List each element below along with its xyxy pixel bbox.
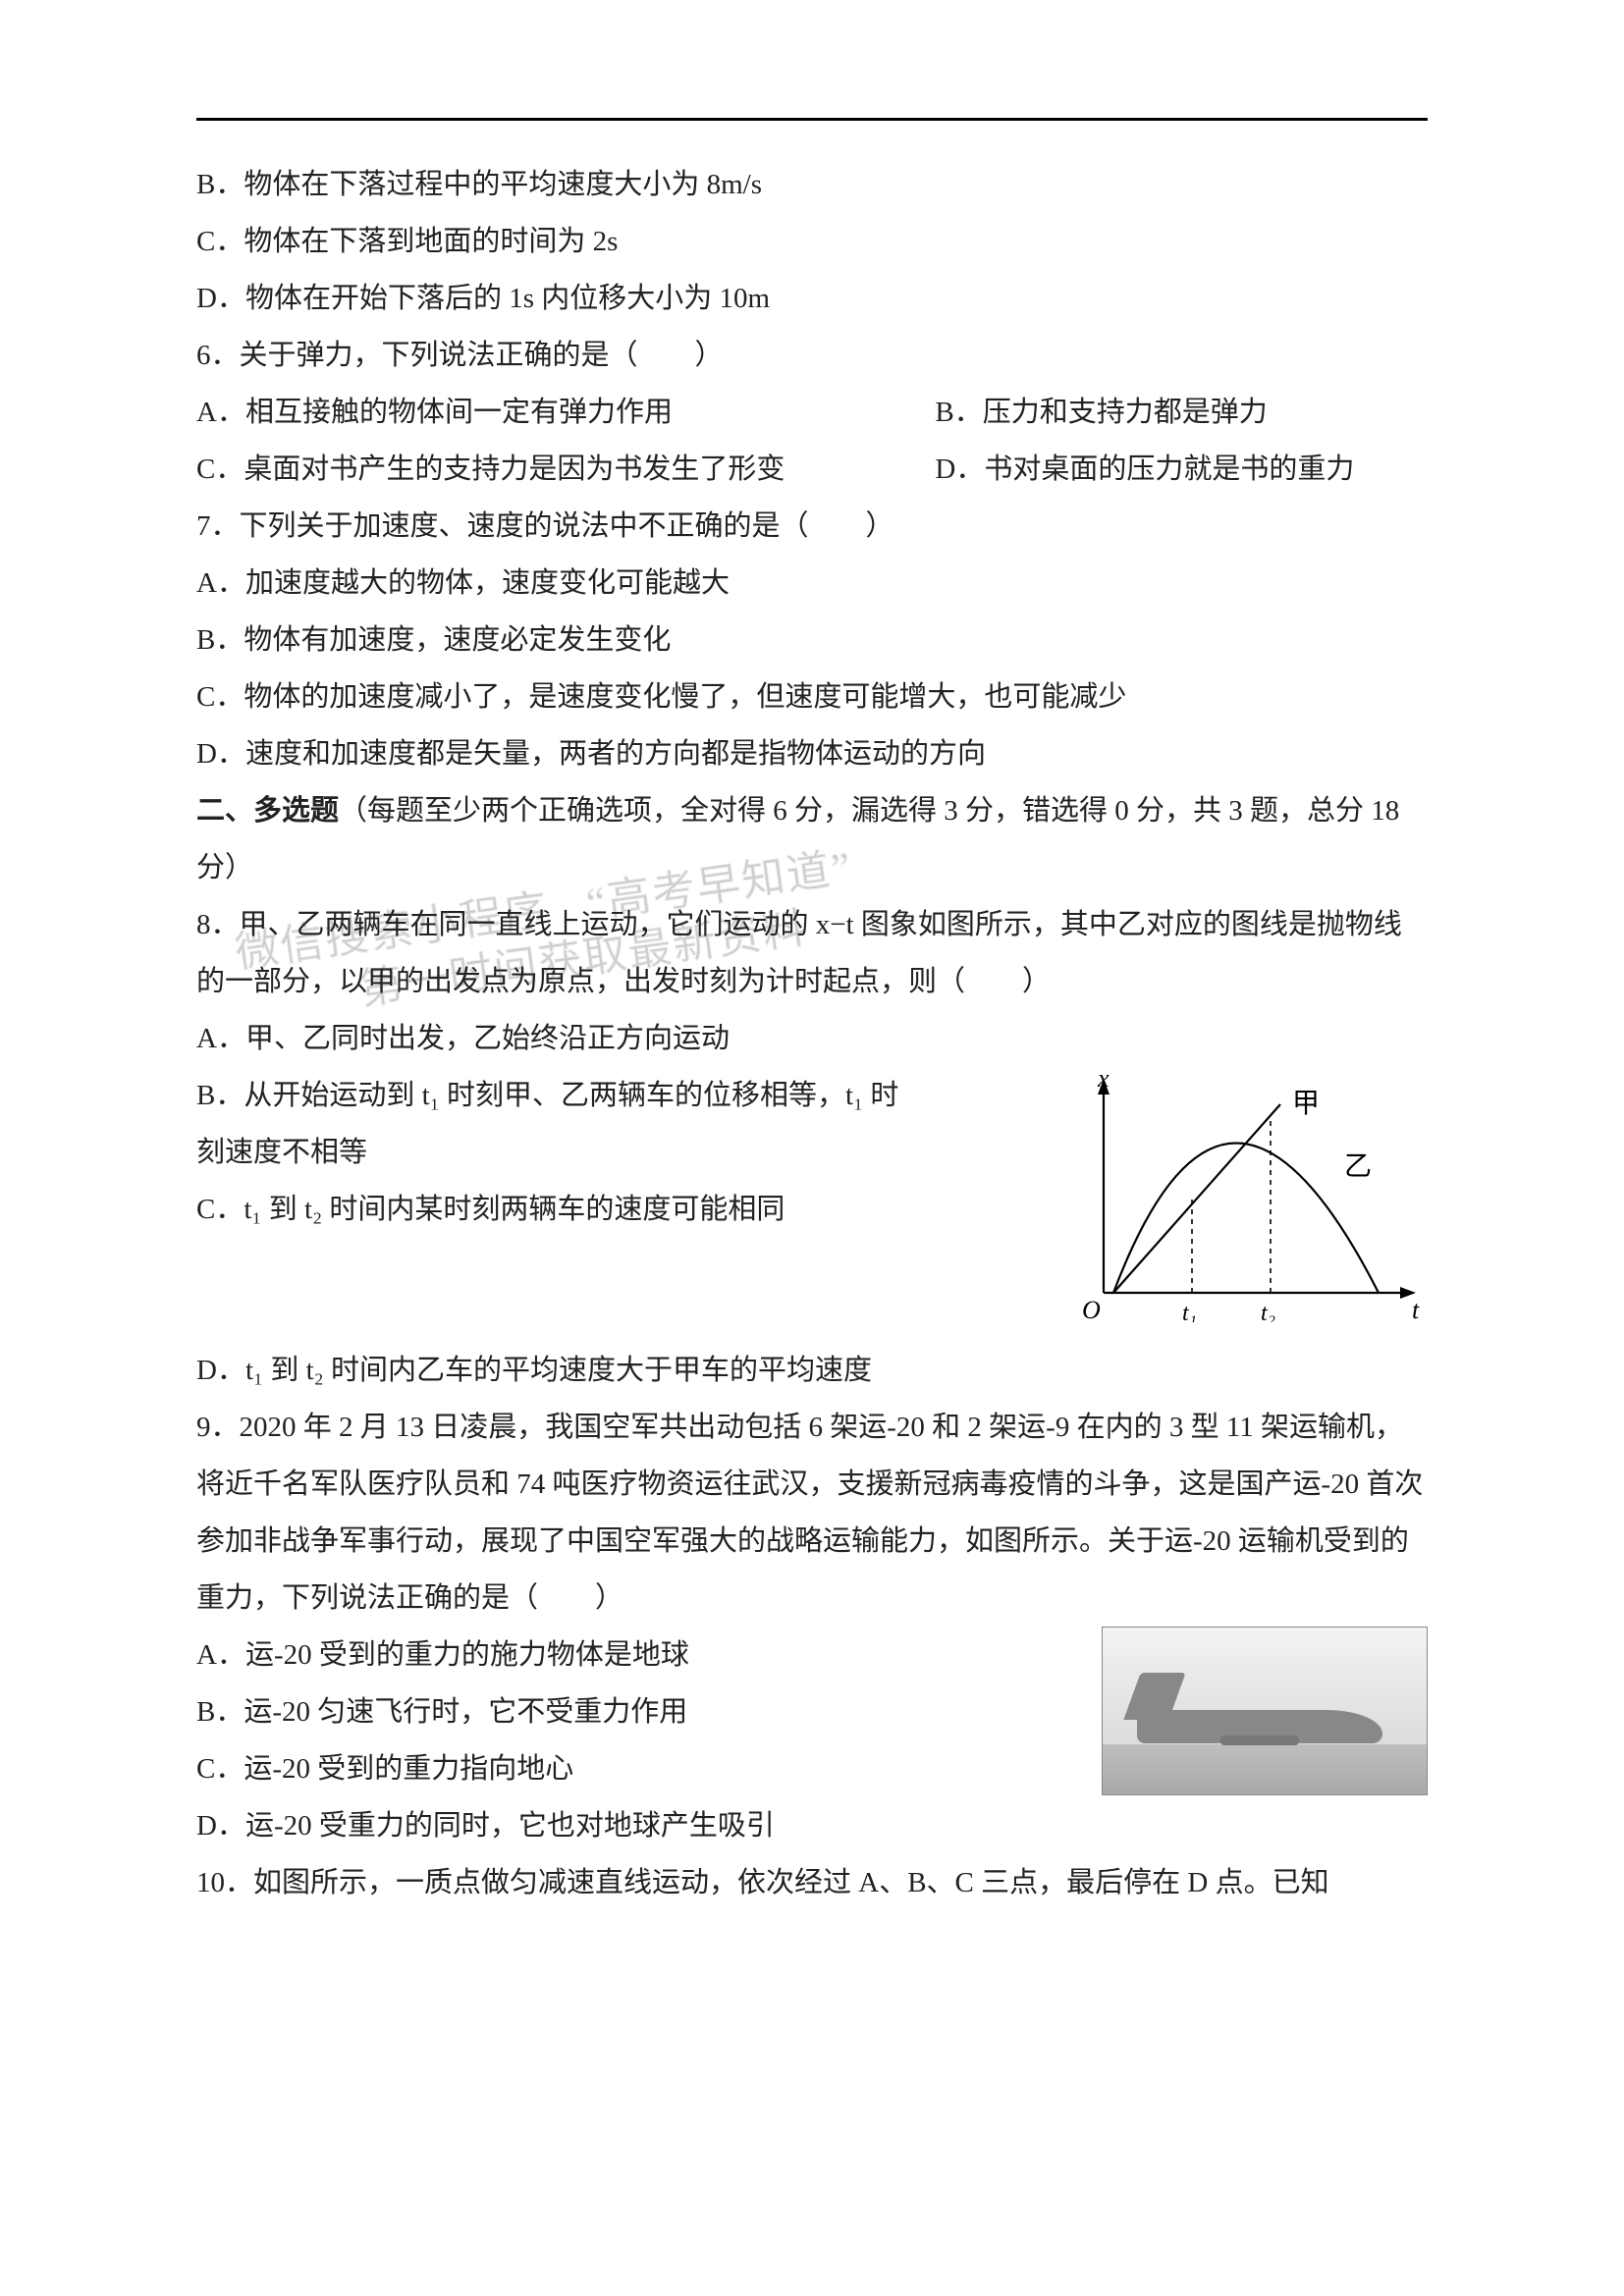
- q8-body-with-figure: B．从开始运动到 t₁ 时刻甲、乙两辆车的位移相等，t₁ 时 刻速度不相等 C．…: [196, 1067, 1428, 1342]
- q9-d: D．运-20 受重力的同时，它也对地球产生吸引: [196, 1797, 1428, 1854]
- q7-a: A．加速度越大的物体，速度变化可能越大: [196, 555, 1428, 612]
- q8-stem: 8．甲、乙两辆车在同一直线上运动，它们运动的 x−t 图象如图所示，其中乙对应的…: [196, 896, 1428, 1010]
- q8-a: A．甲、乙同时出发，乙始终沿正方向运动: [196, 1010, 1428, 1067]
- xt-chart: Ox t t₁ t₂ 甲乙: [1055, 1067, 1428, 1322]
- plane-wing: [1220, 1735, 1299, 1745]
- svg-text:t: t: [1412, 1296, 1420, 1322]
- sec2-rest: （每题至少两个正确选项，全对得 6 分，漏选得 3 分，错选得 0 分，共 3 …: [196, 795, 1399, 883]
- top-rule: [196, 118, 1428, 121]
- q6-stem: 6．关于弹力，下列说法正确的是（ ）: [196, 327, 1428, 384]
- q6-d: D．书对桌面的压力就是书的重力: [935, 441, 1428, 498]
- q8-d: D．t₁ 到 t₂ 时间内乙车的平均速度大于甲车的平均速度: [196, 1342, 1428, 1399]
- sec2-title: 多选题: [253, 795, 339, 827]
- q7-c: C．物体的加速度减小了，是速度变化慢了，但速度可能增大，也可能减少: [196, 668, 1428, 725]
- q7-d: D．速度和加速度都是矢量，两者的方向都是指物体运动的方向: [196, 725, 1428, 782]
- sec2-lead: 二、: [196, 795, 253, 827]
- content: B．物体在下落过程中的平均速度大小为 8m/s C．物体在下落到地面的时间为 2…: [196, 118, 1428, 1911]
- page: 微信搜索小程序 “高考早知道” 第一时间获取最新资料 B．物体在下落过程中的平均…: [0, 0, 1624, 2296]
- opt-5b: B．物体在下落过程中的平均速度大小为 8m/s: [196, 156, 1428, 213]
- q7-b: B．物体有加速度，速度必定发生变化: [196, 612, 1428, 668]
- q8-c: C．t₁ 到 t₂ 时间内某时刻两辆车的速度可能相同: [196, 1181, 1035, 1238]
- opt-5c: C．物体在下落到地面的时间为 2s: [196, 213, 1428, 270]
- q10-stem: 10．如图所示，一质点做匀减速直线运动，依次经过 A、B、C 三点，最后停在 D…: [196, 1854, 1428, 1911]
- q9-stem: 9．2020 年 2 月 13 日凌晨，我国空军共出动包括 6 架运-20 和 …: [196, 1399, 1428, 1627]
- q9-body-with-figure: A．运-20 受到的重力的施力物体是地球 B．运-20 匀速飞行时，它不受重力作…: [196, 1627, 1428, 1797]
- q9-b: B．运-20 匀速飞行时，它不受重力作用: [196, 1683, 1082, 1740]
- q6-b: B．压力和支持力都是弹力: [935, 384, 1428, 441]
- svg-text:t₁: t₁: [1182, 1301, 1197, 1322]
- q6-row-ab: A．相互接触的物体间一定有弹力作用 B．压力和支持力都是弹力: [196, 384, 1428, 441]
- q9-a: A．运-20 受到的重力的施力物体是地球: [196, 1627, 1082, 1683]
- svg-text:乙: 乙: [1344, 1151, 1372, 1182]
- q6-c: C．桌面对书产生的支持力是因为书发生了形变: [196, 441, 895, 498]
- svg-text:t₂: t₂: [1261, 1301, 1275, 1322]
- q9-figure: [1102, 1627, 1428, 1795]
- plane-ground: [1103, 1744, 1427, 1794]
- q7-stem: 7．下列关于加速度、速度的说法中不正确的是（ ）: [196, 498, 1428, 555]
- plane-image: [1102, 1627, 1428, 1795]
- q8-text-col: B．从开始运动到 t₁ 时刻甲、乙两辆车的位移相等，t₁ 时 刻速度不相等 C．…: [196, 1067, 1035, 1238]
- q9-text-col: A．运-20 受到的重力的施力物体是地球 B．运-20 匀速飞行时，它不受重力作…: [196, 1627, 1082, 1797]
- section-2-heading: 二、多选题（每题至少两个正确选项，全对得 6 分，漏选得 3 分，错选得 0 分…: [196, 782, 1428, 896]
- q8-b-line2: 刻速度不相等: [196, 1124, 1035, 1181]
- q6-row-cd: C．桌面对书产生的支持力是因为书发生了形变 D．书对桌面的压力就是书的重力: [196, 441, 1428, 498]
- q6-a: A．相互接触的物体间一定有弹力作用: [196, 384, 895, 441]
- svg-text:甲: 甲: [1292, 1089, 1320, 1119]
- svg-text:x: x: [1097, 1067, 1110, 1093]
- q8-figure: Ox t t₁ t₂ 甲乙: [1055, 1067, 1428, 1342]
- opt-5d: D．物体在开始下落后的 1s 内位移大小为 10m: [196, 270, 1428, 327]
- svg-text:O: O: [1082, 1296, 1101, 1322]
- q9-c: C．运-20 受到的重力指向地心: [196, 1740, 1082, 1797]
- q8-b-line1: B．从开始运动到 t₁ 时刻甲、乙两辆车的位移相等，t₁ 时: [196, 1067, 1035, 1124]
